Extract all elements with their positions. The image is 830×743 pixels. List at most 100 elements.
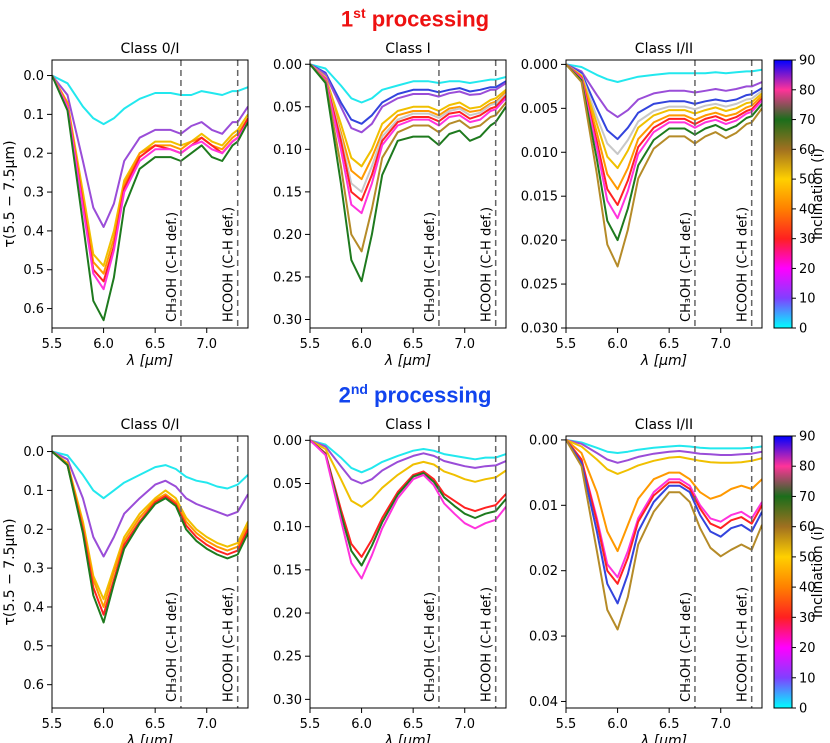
x-axis-label: λ [μm] bbox=[384, 733, 431, 743]
heading-main: 1 bbox=[340, 6, 354, 32]
x-axis-label: λ [μm] bbox=[126, 353, 173, 369]
x-tick-label: 7.0 bbox=[710, 337, 731, 352]
colorbar-label: Inclination (i) bbox=[810, 526, 826, 618]
series-line-i40 bbox=[566, 63, 762, 206]
series-line-i30 bbox=[52, 75, 248, 275]
series-line-i70 bbox=[566, 63, 762, 268]
colorbar-tick-label: 90 bbox=[799, 430, 816, 445]
series-line-i40 bbox=[310, 439, 506, 558]
heading-rest: processing bbox=[365, 6, 490, 32]
heading-sup: nd bbox=[350, 381, 368, 397]
y-tick-label: 0.2 bbox=[23, 147, 44, 162]
plot-frame bbox=[565, 435, 763, 709]
series-group bbox=[52, 450, 248, 624]
y-tick-label: 0.10 bbox=[273, 143, 302, 158]
heading-rest: processing bbox=[367, 382, 492, 408]
panel-title: Class I bbox=[385, 417, 430, 433]
x-tick-label: 6.0 bbox=[351, 717, 372, 732]
series-line-i20 bbox=[310, 439, 506, 508]
x-tick-label: 5.5 bbox=[556, 717, 577, 732]
series-group bbox=[566, 438, 762, 631]
series-line-i60 bbox=[310, 63, 506, 283]
y-tick-label: 0.000 bbox=[521, 58, 558, 73]
y-tick-label: 0.03 bbox=[529, 630, 558, 645]
annotation-hcooh: HCOOH (C-H def.) bbox=[222, 207, 237, 322]
series-line-i50 bbox=[566, 63, 762, 220]
y-tick-label: 0.25 bbox=[273, 270, 302, 285]
y-tick-label: 0.15 bbox=[273, 185, 302, 200]
series-line-i50 bbox=[52, 75, 248, 291]
x-axis-label: λ [μm] bbox=[384, 353, 431, 369]
annotation-ch3oh: CH₃OH (C-H def.) bbox=[423, 592, 438, 702]
series-line-i10 bbox=[310, 439, 506, 485]
y-axis-label: τ(5.5 − 7.5μm) bbox=[2, 140, 18, 247]
y-tick-label: 0.02 bbox=[529, 564, 558, 579]
x-tick-label: 7.0 bbox=[196, 337, 217, 352]
series-line-i0 bbox=[310, 439, 506, 474]
panel-1: Class 0/I CH₃OH (C-H def.) HCOOH (C-H def.… bbox=[2, 41, 249, 369]
y-tick-label: 0.015 bbox=[521, 190, 558, 205]
colorbar-tick-label: 0 bbox=[799, 322, 807, 337]
colorbar-tick-label: 50 bbox=[799, 550, 816, 565]
x-tick-label: 6.0 bbox=[93, 337, 114, 352]
y-tick-label: 0.010 bbox=[521, 146, 558, 161]
panel-title: Class I bbox=[385, 41, 430, 57]
series-line-i10 bbox=[566, 438, 762, 464]
series-line-i20 bbox=[566, 63, 762, 170]
series-line-i70 bbox=[310, 63, 506, 253]
y-tick-label: 0.020 bbox=[521, 234, 558, 249]
series-line-i20 bbox=[52, 75, 248, 267]
y-axis-label: τ(5.5 − 7.5μm) bbox=[2, 518, 18, 625]
plot-frame bbox=[51, 59, 249, 329]
series-line-i40 bbox=[566, 439, 762, 585]
x-tick-label: 7.0 bbox=[710, 717, 731, 732]
panel-6: Class I/II CH₃OH (C-H def.) HCOOH (C-H def… bbox=[529, 417, 763, 743]
x-axis-label: λ [μm] bbox=[640, 733, 687, 743]
annotation-hcooh: HCOOH (C-H def.) bbox=[480, 587, 495, 702]
y-tick-label: 0.10 bbox=[273, 520, 302, 535]
panel-title: Class I/II bbox=[635, 41, 693, 57]
series-line-i0 bbox=[310, 63, 506, 104]
y-tick-label: 0.05 bbox=[273, 100, 302, 115]
colorbar-tick-label: 40 bbox=[799, 581, 816, 596]
y-tick-label: 0.20 bbox=[273, 228, 302, 243]
series-line-i10 bbox=[566, 63, 762, 119]
colorbar-tick-label: 30 bbox=[799, 232, 816, 247]
y-tick-label: 0.15 bbox=[273, 563, 302, 578]
annotation-ch3oh: CH₃OH (C-H def.) bbox=[423, 212, 438, 322]
colorbar-tick-label: 50 bbox=[799, 173, 816, 188]
y-tick-label: 0.1 bbox=[23, 108, 44, 123]
x-tick-label: 6.0 bbox=[607, 717, 628, 732]
plot-frame bbox=[565, 59, 763, 329]
x-tick-label: 6.0 bbox=[607, 337, 628, 352]
annotation-ch3oh: CH₃OH (C-H def.) bbox=[165, 212, 180, 322]
y-tick-label: 0.3 bbox=[23, 186, 44, 201]
x-tick-label: 6.5 bbox=[403, 717, 424, 732]
heading-second-processing: 2nd processing bbox=[0, 376, 830, 408]
plot-frame bbox=[309, 435, 507, 709]
y-tick-label: 0.1 bbox=[23, 484, 44, 499]
series-line-i30 bbox=[566, 63, 762, 191]
series-line-i90 bbox=[310, 63, 506, 125]
colorbar-tick-label: 20 bbox=[799, 262, 816, 277]
x-tick-label: 6.5 bbox=[403, 337, 424, 352]
series-group bbox=[52, 74, 248, 322]
series-line-i60 bbox=[52, 75, 248, 322]
y-tick-label: 0.3 bbox=[23, 562, 44, 577]
colorbar-gradient bbox=[773, 59, 793, 329]
series-line-i40 bbox=[310, 63, 506, 202]
x-tick-label: 6.5 bbox=[659, 717, 680, 732]
x-tick-label: 5.5 bbox=[42, 717, 63, 732]
y-tick-label: 0.005 bbox=[521, 102, 558, 117]
x-tick-label: 5.5 bbox=[556, 337, 577, 352]
y-tick-label: 0.5 bbox=[23, 639, 44, 654]
x-tick-label: 7.0 bbox=[454, 337, 475, 352]
series-line-i30 bbox=[310, 63, 506, 181]
colorbar-label: Inclination (i) bbox=[810, 148, 826, 240]
colorbar-tick-label: 90 bbox=[799, 54, 816, 69]
colorbar-tick-label: 60 bbox=[799, 143, 816, 158]
series-line-i30 bbox=[52, 450, 248, 608]
x-tick-label: 7.0 bbox=[196, 717, 217, 732]
colorbar-tick-label: 20 bbox=[799, 641, 816, 656]
